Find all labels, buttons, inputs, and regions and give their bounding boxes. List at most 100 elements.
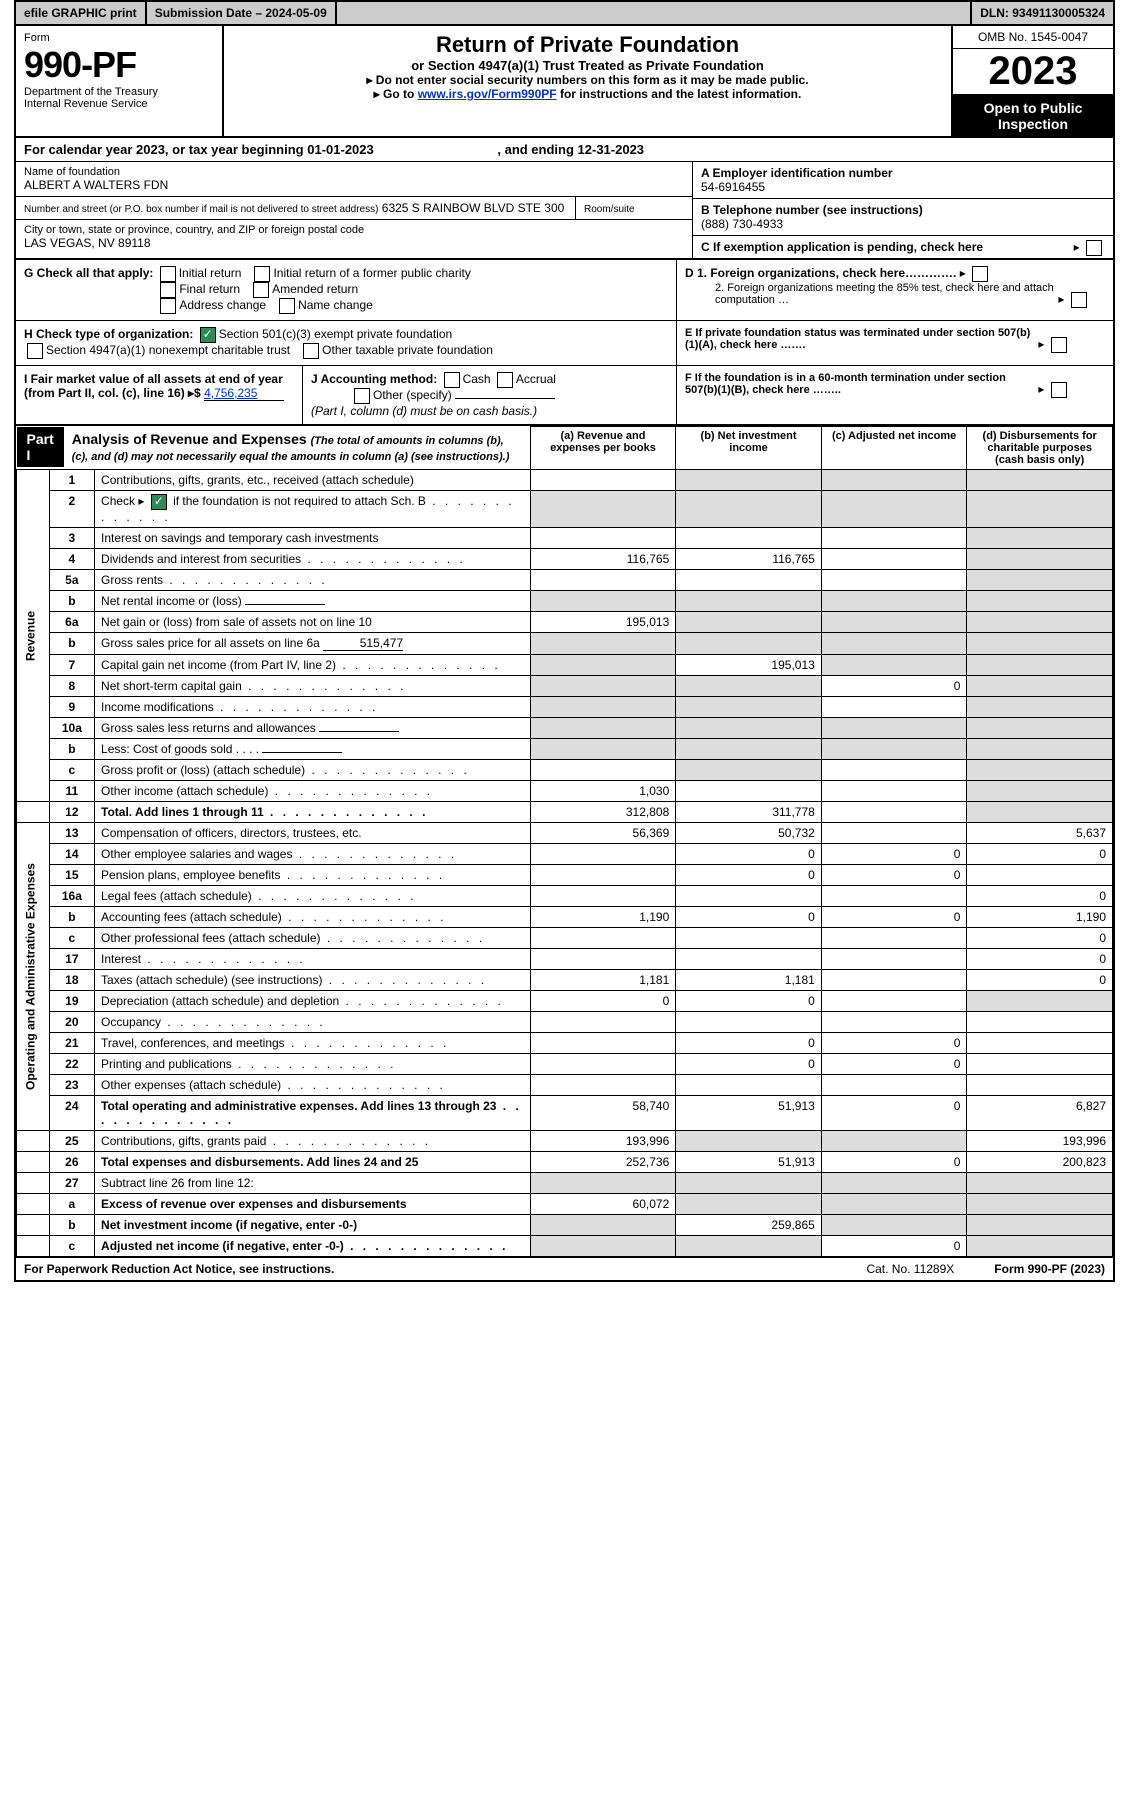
r18-d: 0	[967, 970, 1113, 991]
other-taxable-checkbox[interactable]	[303, 343, 319, 359]
info-left: Name of foundation ALBERT A WALTERS FDN …	[16, 162, 693, 258]
row-num: b	[49, 633, 94, 655]
initial-return-checkbox[interactable]	[160, 266, 176, 282]
h-block: H Check type of organization: ✓Section 5…	[16, 321, 677, 365]
name-change-checkbox[interactable]	[279, 298, 295, 314]
row-num: 8	[49, 676, 94, 697]
d-block: D 1. Foreign organizations, check here………	[677, 260, 1113, 320]
h3-label: Other taxable private foundation	[322, 343, 493, 357]
header-left: Form 990-PF Department of the Treasury I…	[16, 26, 224, 136]
f-checkbox[interactable]	[1051, 382, 1067, 398]
row-label: Interest on savings and temporary cash i…	[95, 528, 531, 549]
addr-change-label: Address change	[179, 298, 266, 312]
d1-checkbox[interactable]	[972, 266, 988, 282]
g-d-row: G Check all that apply: Initial return I…	[16, 259, 1113, 320]
cash-checkbox[interactable]	[444, 372, 460, 388]
row-label: Legal fees (attach schedule)	[95, 886, 531, 907]
g-check-block: G Check all that apply: Initial return I…	[16, 260, 677, 320]
row-num: 7	[49, 655, 94, 676]
row-num: 1	[49, 470, 94, 491]
row-num: 15	[49, 865, 94, 886]
initial-former-label: Initial return of a former public charit…	[273, 266, 470, 280]
r10a-l: Gross sales less returns and allowances	[101, 721, 316, 735]
r8-c: 0	[821, 676, 967, 697]
r10a-line	[319, 731, 399, 732]
irs-link[interactable]: www.irs.gov/Form990PF	[418, 87, 557, 101]
phone-value: (888) 730-4933	[701, 217, 783, 231]
instr-2: ▸ Go to www.irs.gov/Form990PF for instru…	[232, 87, 943, 101]
part-header: Part I Analysis of Revenue and Expenses …	[17, 427, 530, 467]
row-label: Excess of revenue over expenses and disb…	[95, 1194, 531, 1215]
col-c-header: (c) Adjusted net income	[821, 427, 967, 470]
row-num: c	[49, 760, 94, 781]
row-label: Capital gain net income (from Part IV, l…	[95, 655, 531, 676]
col-a-header: (a) Revenue and expenses per books	[530, 427, 676, 470]
part-label: Part I	[17, 427, 64, 467]
r2-pre: Check ▸	[101, 494, 144, 508]
4947-checkbox[interactable]	[27, 343, 43, 359]
r21-c: 0	[821, 1033, 967, 1054]
row-label: Net short-term capital gain	[95, 676, 531, 697]
revenue-side-label: Revenue	[17, 470, 50, 802]
submission-date: Submission Date – 2024-05-09	[147, 2, 337, 24]
exemption-checkbox[interactable]	[1086, 240, 1102, 256]
row-num: 9	[49, 697, 94, 718]
room-label: Room/suite	[584, 204, 635, 215]
e-block: E If private foundation status was termi…	[677, 321, 1113, 365]
omb-number: OMB No. 1545-0047	[953, 26, 1113, 49]
instr-1: ▸ Do not enter social security numbers o…	[232, 73, 943, 87]
header-mid: Return of Private Foundation or Section …	[224, 26, 951, 136]
schb-checkbox[interactable]: ✓	[151, 494, 167, 510]
efile-print-button[interactable]: efile GRAPHIC print	[16, 2, 147, 24]
accrual-checkbox[interactable]	[497, 372, 513, 388]
instr2-pre: ▸ Go to	[374, 87, 418, 101]
form-number: 990-PF	[24, 44, 214, 86]
r12-b: 311,778	[676, 802, 822, 823]
i-block: I Fair market value of all assets at end…	[16, 366, 303, 424]
r2-post: if the foundation is not required to att…	[170, 494, 426, 508]
row-label: Occupancy	[95, 1012, 531, 1033]
row-num: a	[49, 1194, 94, 1215]
name-change-label: Name change	[298, 298, 373, 312]
r19-b: 0	[676, 991, 822, 1012]
other-method-checkbox[interactable]	[354, 388, 370, 404]
amended-checkbox[interactable]	[253, 282, 269, 298]
r26-c: 0	[821, 1152, 967, 1173]
i-value[interactable]: 4,756,235	[204, 386, 284, 401]
city-cell: City or town, state or province, country…	[16, 220, 692, 254]
d2-checkbox[interactable]	[1071, 292, 1087, 308]
amended-label: Amended return	[272, 282, 358, 296]
e-checkbox[interactable]	[1051, 337, 1067, 353]
h1-label: Section 501(c)(3) exempt private foundat…	[219, 327, 452, 341]
addr-change-checkbox[interactable]	[160, 298, 176, 314]
footer: For Paperwork Reduction Act Notice, see …	[16, 1257, 1113, 1280]
addr-value: 6325 S RAINBOW BLVD STE 300	[382, 201, 565, 215]
pra-notice: For Paperwork Reduction Act Notice, see …	[24, 1262, 334, 1276]
r6b-inline: 515,477	[323, 636, 403, 651]
501c3-checkbox[interactable]: ✓	[200, 327, 216, 343]
part-i-table: Part I Analysis of Revenue and Expenses …	[16, 426, 1113, 1257]
row-label: Accounting fees (attach schedule)	[95, 907, 531, 928]
r10b-line	[262, 752, 342, 753]
initial-former-checkbox[interactable]	[254, 266, 270, 282]
row-num: b	[49, 591, 94, 612]
ein-cell: A Employer identification number 54-6916…	[693, 162, 1113, 199]
final-return-checkbox[interactable]	[160, 282, 176, 298]
r24-b: 51,913	[676, 1096, 822, 1131]
d2-label: 2. Foreign organizations meeting the 85%…	[685, 282, 1055, 306]
r24-d: 6,827	[967, 1096, 1113, 1131]
row-label: Taxes (attach schedule) (see instruction…	[95, 970, 531, 991]
other-method-line	[455, 398, 555, 399]
calyear-begin: 01-01-2023	[307, 142, 374, 157]
r13-a: 56,369	[530, 823, 676, 844]
cat-no: Cat. No. 11289X	[866, 1262, 954, 1276]
r22-c: 0	[821, 1054, 967, 1075]
row-label: Income modifications	[95, 697, 531, 718]
row-num: 23	[49, 1075, 94, 1096]
name-label: Name of foundation	[24, 166, 684, 178]
final-return-label: Final return	[179, 282, 240, 296]
row-label: Gross sales less returns and allowances	[95, 718, 531, 739]
addr-cell: Number and street (or P.O. box number if…	[16, 197, 576, 219]
row-label: Gross sales price for all assets on line…	[95, 633, 531, 655]
r16a-d: 0	[967, 886, 1113, 907]
